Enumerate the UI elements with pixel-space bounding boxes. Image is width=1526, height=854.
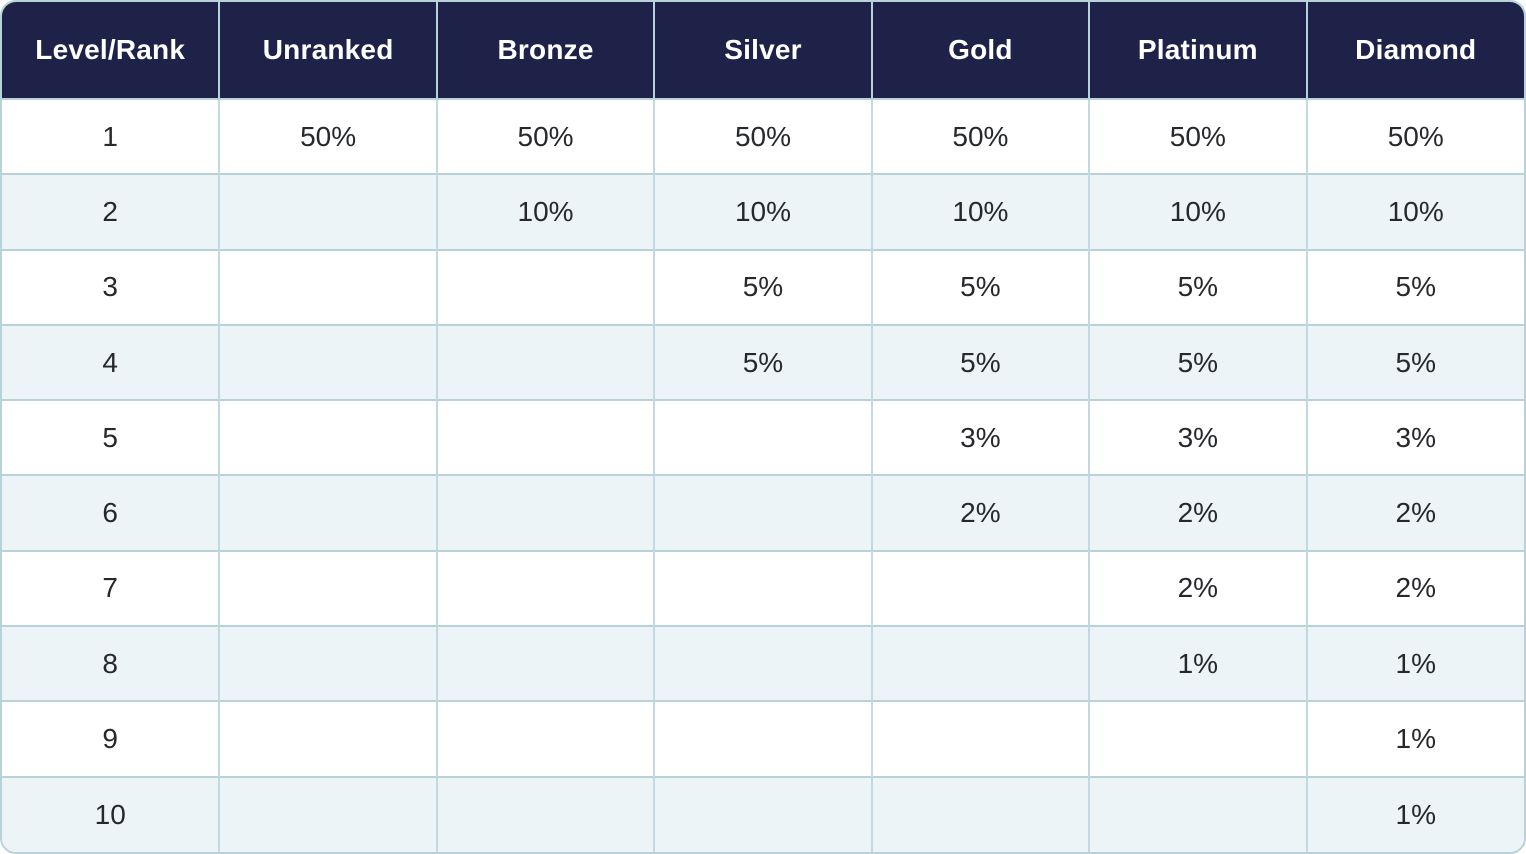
- value-cell: 5%: [653, 323, 872, 401]
- level-cell: 9: [2, 700, 220, 777]
- value-cell: 50%: [870, 97, 1090, 175]
- value-cell: 10%: [1305, 173, 1524, 250]
- value-cell: [435, 549, 655, 627]
- value-cell: [653, 549, 872, 627]
- value-cell: [435, 775, 655, 852]
- level-cell: 8: [2, 625, 220, 702]
- value-cell: 3%: [1305, 399, 1524, 476]
- value-cell: 50%: [218, 97, 437, 175]
- value-cell: 50%: [653, 97, 872, 175]
- value-cell: 2%: [1305, 549, 1524, 627]
- table-row: 10 1%: [2, 775, 1524, 852]
- table-row: 9 1%: [2, 700, 1524, 777]
- column-header-silver: Silver: [653, 2, 872, 99]
- value-cell: 1%: [1305, 700, 1524, 777]
- value-cell: [218, 248, 437, 325]
- table-row: 6 2% 2% 2%: [2, 474, 1524, 551]
- value-cell: [870, 700, 1090, 777]
- value-cell: 3%: [870, 399, 1090, 476]
- value-cell: 1%: [1305, 775, 1524, 852]
- level-cell: 4: [2, 323, 220, 401]
- table-header: Level/Rank Unranked Bronze Silver Gold P…: [2, 2, 1524, 99]
- value-cell: 2%: [1305, 474, 1524, 551]
- value-cell: [435, 474, 655, 551]
- value-cell: 5%: [1088, 248, 1307, 325]
- level-cell: 7: [2, 549, 220, 627]
- table-row: 1 50% 50% 50% 50% 50% 50%: [2, 97, 1524, 175]
- value-cell: [218, 625, 437, 702]
- value-cell: 50%: [1305, 97, 1524, 175]
- value-cell: [435, 399, 655, 476]
- table-row: 4 5% 5% 5% 5%: [2, 323, 1524, 401]
- value-cell: 2%: [1088, 549, 1307, 627]
- value-cell: [435, 625, 655, 702]
- level-cell: 6: [2, 474, 220, 551]
- value-cell: 1%: [1305, 625, 1524, 702]
- value-cell: [870, 775, 1090, 852]
- value-cell: [218, 700, 437, 777]
- value-cell: 10%: [870, 173, 1090, 250]
- value-cell: [653, 775, 872, 852]
- value-cell: 2%: [870, 474, 1090, 551]
- value-cell: 5%: [1305, 248, 1524, 325]
- column-header-level-rank: Level/Rank: [2, 2, 220, 99]
- value-cell: [435, 248, 655, 325]
- value-cell: [1088, 700, 1307, 777]
- table-row: 5 3% 3% 3%: [2, 399, 1524, 476]
- table-body: 1 50% 50% 50% 50% 50% 50% 2 10% 10% 10% …: [2, 97, 1524, 852]
- value-cell: [218, 775, 437, 852]
- value-cell: [1088, 775, 1307, 852]
- value-cell: 50%: [1088, 97, 1307, 175]
- column-header-platinum: Platinum: [1088, 2, 1307, 99]
- value-cell: 10%: [653, 173, 872, 250]
- column-header-unranked: Unranked: [218, 2, 437, 99]
- value-cell: 5%: [1088, 323, 1307, 401]
- value-cell: [435, 700, 655, 777]
- column-header-diamond: Diamond: [1305, 2, 1524, 99]
- value-cell: 5%: [870, 323, 1090, 401]
- value-cell: 5%: [1305, 323, 1524, 401]
- value-cell: 5%: [653, 248, 872, 325]
- value-cell: [653, 625, 872, 702]
- header-row: Level/Rank Unranked Bronze Silver Gold P…: [2, 2, 1524, 99]
- value-cell: [653, 700, 872, 777]
- value-cell: [870, 625, 1090, 702]
- value-cell: 10%: [435, 173, 655, 250]
- value-cell: [218, 474, 437, 551]
- value-cell: 3%: [1088, 399, 1307, 476]
- value-cell: [870, 549, 1090, 627]
- value-cell: 10%: [1088, 173, 1307, 250]
- level-cell: 5: [2, 399, 220, 476]
- table-row: 7 2% 2%: [2, 549, 1524, 627]
- value-cell: 50%: [435, 97, 655, 175]
- level-cell: 3: [2, 248, 220, 325]
- value-cell: 5%: [870, 248, 1090, 325]
- level-cell: 10: [2, 775, 220, 852]
- table-row: 3 5% 5% 5% 5%: [2, 248, 1524, 325]
- column-header-gold: Gold: [870, 2, 1090, 99]
- value-cell: 1%: [1088, 625, 1307, 702]
- value-cell: [218, 173, 437, 250]
- value-cell: [218, 323, 437, 401]
- table-row: 8 1% 1%: [2, 625, 1524, 702]
- value-cell: [435, 323, 655, 401]
- value-cell: 2%: [1088, 474, 1307, 551]
- value-cell: [653, 474, 872, 551]
- table-row: 2 10% 10% 10% 10% 10%: [2, 173, 1524, 250]
- level-cell: 2: [2, 173, 220, 250]
- level-cell: 1: [2, 97, 220, 175]
- value-cell: [653, 399, 872, 476]
- value-cell: [218, 399, 437, 476]
- column-header-bronze: Bronze: [435, 2, 655, 99]
- value-cell: [218, 549, 437, 627]
